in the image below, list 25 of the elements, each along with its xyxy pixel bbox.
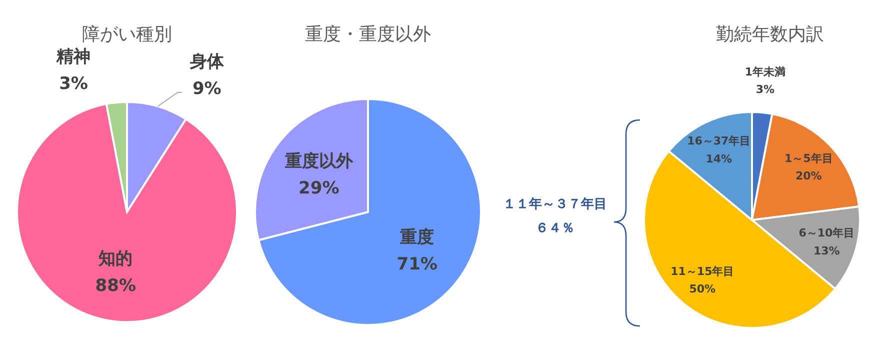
chart-title: 重度・重度以外: [305, 24, 431, 45]
slice-label: 16～37年目: [687, 134, 751, 148]
slice-label: 11～15年目: [670, 264, 734, 278]
data-label: 88%: [95, 276, 136, 296]
data-label: 3%: [59, 74, 88, 94]
chart-title: 障がい種別: [82, 24, 172, 45]
slice-label: 身体: [188, 52, 225, 72]
slice-label: 1年未満: [744, 65, 786, 78]
text: １１年～３７年目: [503, 197, 607, 212]
data-label: 9%: [192, 79, 222, 100]
slice-label: 精神: [56, 46, 91, 67]
text: ６４％: [536, 221, 574, 236]
slice-label: 重度: [399, 227, 434, 248]
chart-title: 勤続年数内訳: [716, 24, 824, 45]
data-label: 14%: [706, 152, 732, 166]
data-label: 29%: [298, 178, 340, 198]
slice-label: 知的: [98, 248, 133, 269]
slice-label: 重度以外: [284, 151, 354, 172]
slice-label: 6～10年目: [798, 226, 855, 240]
data-label: 71%: [396, 254, 438, 275]
data-label: 13%: [814, 244, 840, 258]
data-label: 20%: [796, 169, 822, 182]
slice-label: 1～5年目: [784, 152, 833, 165]
data-label: 3%: [756, 82, 775, 96]
data-label: 50%: [689, 282, 716, 296]
